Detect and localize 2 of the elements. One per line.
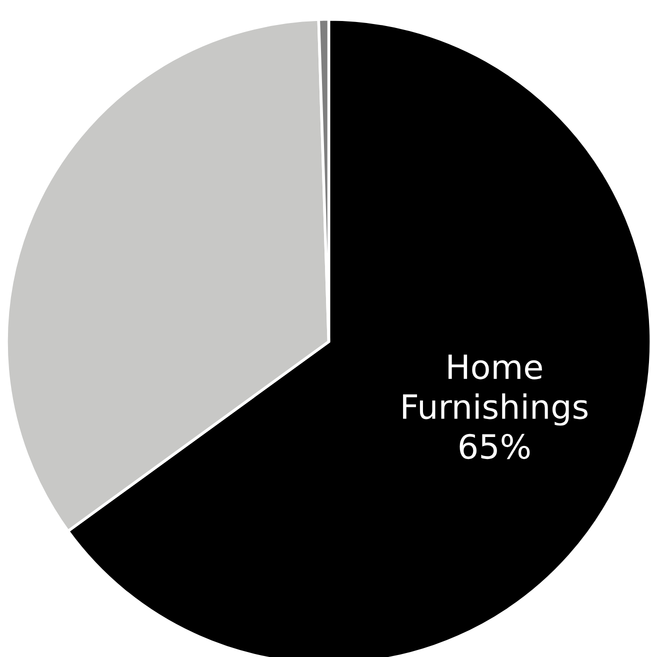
data-label: 65% [460,434,530,460]
slice-label: Home Furnishings [403,354,588,426]
